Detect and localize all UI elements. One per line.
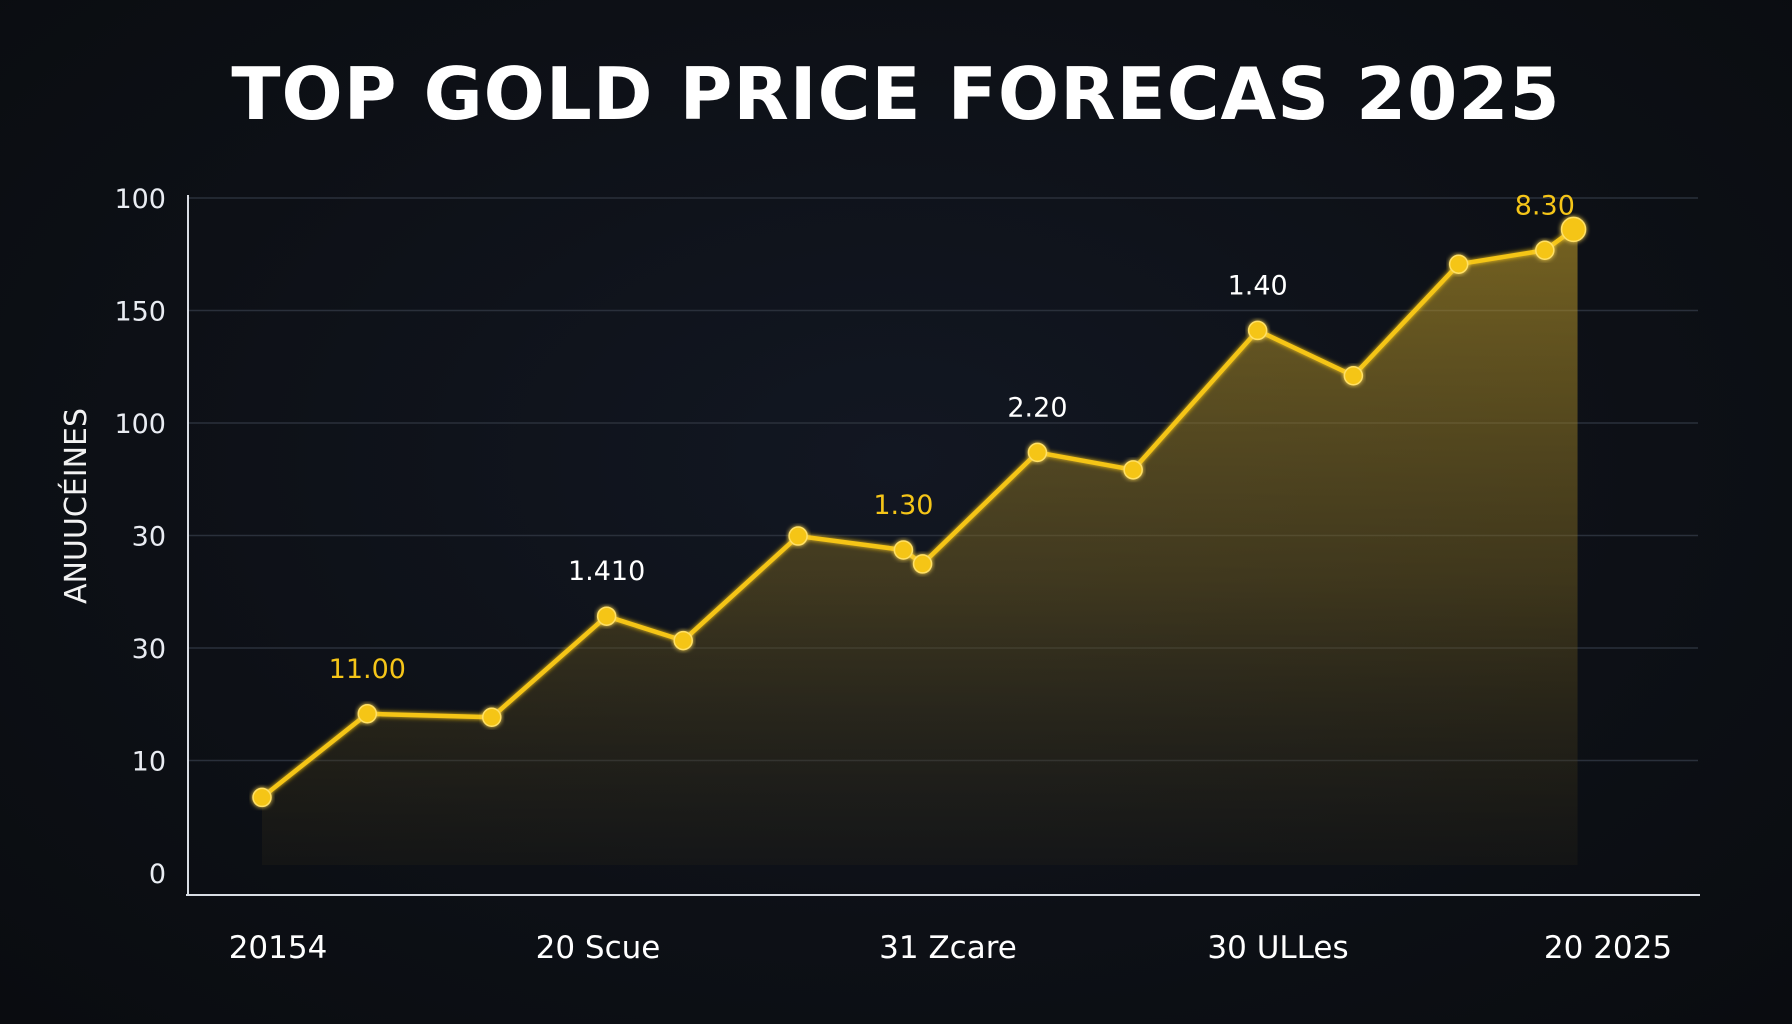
- data-point: [1535, 240, 1555, 261]
- y-tick-label: 150: [114, 297, 166, 328]
- y-tick-label: 100: [114, 184, 166, 215]
- x-tick-label: 20154: [229, 930, 328, 966]
- y-axis-title: ANUUCÉINES: [58, 408, 94, 604]
- data-label: 1.40: [1228, 270, 1288, 301]
- x-tick-label: 20 Scue: [536, 930, 661, 966]
- y-tick-label: 0: [149, 859, 166, 890]
- y-tick-label: 100: [114, 409, 166, 440]
- data-point: [1247, 320, 1268, 341]
- data-point: [788, 526, 808, 546]
- data-point: [912, 554, 933, 574]
- data-point: [1027, 442, 1048, 463]
- data-label: 1.30: [873, 490, 933, 521]
- data-label: 11.00: [329, 654, 406, 685]
- y-tick-label: 30: [132, 522, 166, 553]
- x-tick-label: 30 ULLes: [1207, 930, 1348, 966]
- series-area: [262, 229, 1578, 866]
- data-point: [1448, 254, 1469, 274]
- data-point: [1560, 216, 1587, 243]
- data-point: [1123, 460, 1143, 480]
- y-tick-label: 30: [132, 634, 166, 665]
- data-point: [357, 704, 378, 724]
- data-point: [596, 606, 617, 626]
- x-tick-label: 20 2025: [1544, 930, 1672, 966]
- data-point: [252, 787, 272, 808]
- data-point: [673, 630, 693, 651]
- data-label: 8.30: [1515, 190, 1575, 221]
- y-tick-label: 10: [132, 747, 166, 778]
- data-label: 2.20: [1007, 392, 1067, 423]
- x-tick-label: 31 Zcare: [879, 930, 1017, 966]
- data-label: 1.410: [568, 556, 645, 587]
- chart-title: TOP GOLD PRICE FORECAS 2025: [231, 52, 1561, 136]
- data-point: [482, 707, 502, 728]
- data-point: [1343, 365, 1364, 386]
- data-point: [893, 540, 914, 560]
